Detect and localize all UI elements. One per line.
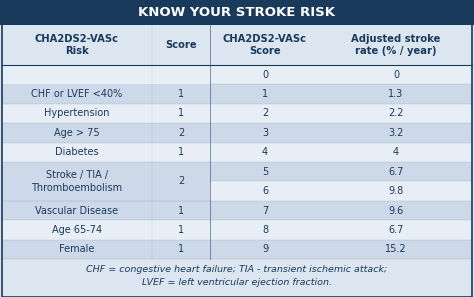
Text: CHA2DS2-VASc
Score: CHA2DS2-VASc Score — [223, 34, 307, 56]
FancyBboxPatch shape — [2, 104, 210, 123]
Text: Vascular Disease: Vascular Disease — [36, 206, 118, 216]
Text: 1: 1 — [178, 244, 184, 254]
FancyBboxPatch shape — [210, 123, 472, 143]
Text: 1: 1 — [262, 89, 268, 99]
Text: 1: 1 — [178, 89, 184, 99]
Text: CHA2DS2-VASc
Risk: CHA2DS2-VASc Risk — [35, 34, 119, 56]
Text: 1.3: 1.3 — [388, 89, 404, 99]
Text: 7: 7 — [262, 206, 268, 216]
Text: 9.8: 9.8 — [388, 186, 404, 196]
Text: CHF = congestive heart failure; TIA - transient ischemic attack;
LVEF = left ven: CHF = congestive heart failure; TIA - tr… — [86, 265, 388, 287]
FancyBboxPatch shape — [2, 25, 472, 65]
Text: 1: 1 — [178, 108, 184, 119]
FancyBboxPatch shape — [0, 0, 474, 25]
FancyBboxPatch shape — [210, 201, 472, 220]
Text: 1: 1 — [178, 147, 184, 157]
Text: 5: 5 — [262, 167, 268, 177]
FancyBboxPatch shape — [2, 162, 210, 201]
Text: KNOW YOUR STROKE RISK: KNOW YOUR STROKE RISK — [138, 6, 336, 19]
FancyBboxPatch shape — [210, 104, 472, 123]
FancyBboxPatch shape — [2, 143, 210, 162]
FancyBboxPatch shape — [2, 259, 472, 297]
Text: 6: 6 — [262, 186, 268, 196]
Text: 15.2: 15.2 — [385, 244, 407, 254]
Text: Adjusted stroke
rate (% / year): Adjusted stroke rate (% / year) — [351, 34, 441, 56]
Text: CHF or LVEF <40%: CHF or LVEF <40% — [31, 89, 123, 99]
Text: 0: 0 — [393, 70, 399, 80]
Text: 8: 8 — [262, 225, 268, 235]
Text: 6.7: 6.7 — [388, 167, 404, 177]
Text: Age 65-74: Age 65-74 — [52, 225, 102, 235]
FancyBboxPatch shape — [210, 143, 472, 162]
Text: Hypertension: Hypertension — [44, 108, 110, 119]
Text: 6.7: 6.7 — [388, 225, 404, 235]
FancyBboxPatch shape — [210, 162, 472, 181]
Text: Stroke / TIA /
Thromboembolism: Stroke / TIA / Thromboembolism — [31, 170, 123, 192]
Text: Age > 75: Age > 75 — [54, 128, 100, 138]
FancyBboxPatch shape — [2, 65, 210, 84]
Text: 4: 4 — [393, 147, 399, 157]
Text: 2: 2 — [178, 128, 184, 138]
Text: 2: 2 — [262, 108, 268, 119]
Text: 3.2: 3.2 — [388, 128, 404, 138]
FancyBboxPatch shape — [2, 220, 210, 240]
Text: Diabetes: Diabetes — [55, 147, 99, 157]
FancyBboxPatch shape — [210, 220, 472, 240]
Text: 0: 0 — [262, 70, 268, 80]
FancyBboxPatch shape — [210, 240, 472, 259]
Text: 2.2: 2.2 — [388, 108, 404, 119]
Text: Score: Score — [165, 40, 197, 50]
Text: 1: 1 — [178, 225, 184, 235]
Text: 3: 3 — [262, 128, 268, 138]
FancyBboxPatch shape — [210, 65, 472, 84]
Text: Female: Female — [59, 244, 95, 254]
FancyBboxPatch shape — [210, 84, 472, 104]
FancyBboxPatch shape — [2, 84, 210, 104]
Text: 2: 2 — [178, 176, 184, 187]
Text: 9.6: 9.6 — [388, 206, 404, 216]
FancyBboxPatch shape — [2, 201, 210, 220]
Text: 1: 1 — [178, 206, 184, 216]
Text: 4: 4 — [262, 147, 268, 157]
FancyBboxPatch shape — [210, 181, 472, 201]
Text: 9: 9 — [262, 244, 268, 254]
FancyBboxPatch shape — [2, 123, 210, 143]
FancyBboxPatch shape — [2, 240, 210, 259]
